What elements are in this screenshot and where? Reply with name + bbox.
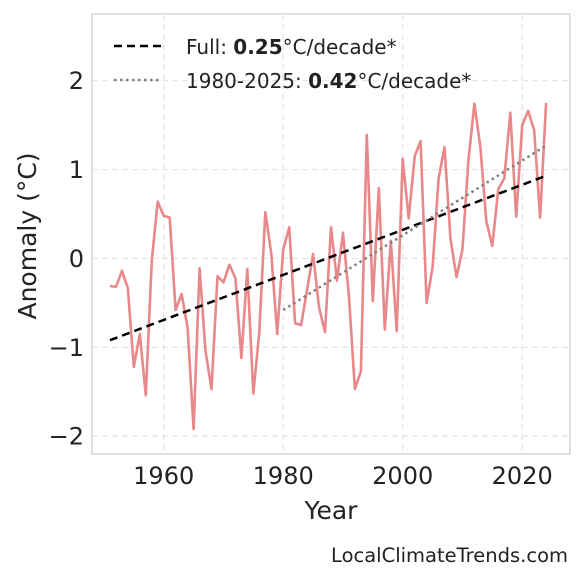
y-tick-label: 1	[69, 156, 84, 184]
y-tick-label: 0	[69, 245, 84, 273]
x-tick-label: 1960	[133, 462, 194, 490]
grid	[92, 14, 570, 454]
watermark-text: LocalClimateTrends.com	[331, 544, 568, 567]
x-tick-label: 2000	[372, 462, 433, 490]
x-axis-label: Year	[304, 496, 359, 525]
legend-recent-units: °C/decade*	[357, 69, 471, 93]
trend-line-recent	[282, 144, 547, 312]
y-tick-label: −1	[49, 334, 84, 362]
y-tick-label: 2	[69, 67, 84, 95]
y-axis-label: Anomaly (°C)	[13, 152, 42, 319]
y-axis-ticks: −2 −1 0 1 2	[49, 67, 84, 451]
legend-full-units: °C/decade*	[283, 35, 397, 59]
legend-entry-full-trend: Full: 0.25°C/decade*	[186, 35, 397, 59]
legend-full-rate: 0.25	[233, 35, 282, 59]
x-tick-label: 2020	[492, 462, 553, 490]
series-group	[109, 102, 548, 431]
legend-entry-recent-trend: 1980-2025: 0.42°C/decade*	[186, 69, 471, 93]
legend-full-prefix: Full:	[186, 35, 233, 59]
legend: Full: 0.25°C/decade* 1980-2025: 0.42°C/d…	[114, 35, 471, 93]
y-tick-label: −2	[49, 423, 84, 451]
x-axis-ticks: 1960 1980 2000 2020	[133, 462, 553, 490]
legend-recent-prefix: 1980-2025:	[186, 69, 308, 93]
legend-recent-rate: 0.42	[308, 69, 357, 93]
series-line-anomaly	[109, 102, 548, 431]
x-tick-label: 1980	[253, 462, 314, 490]
